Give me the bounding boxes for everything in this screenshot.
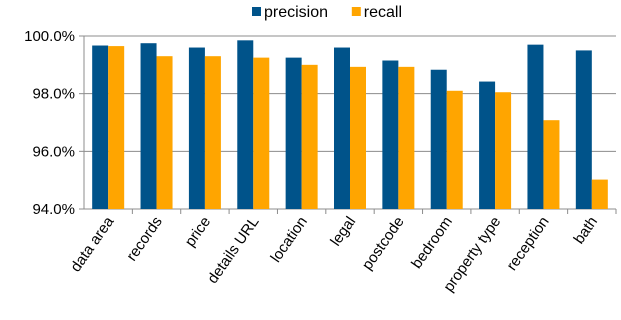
y-tick-label: 100.0% bbox=[24, 28, 75, 45]
legend-swatch-precision bbox=[252, 7, 261, 16]
bar-recall-4 bbox=[301, 64, 318, 209]
y-tick-label: 94.0% bbox=[32, 201, 75, 218]
x-category-label: bedroom bbox=[408, 214, 456, 272]
bar-precision-3 bbox=[237, 40, 254, 210]
x-category-label: location bbox=[267, 214, 311, 266]
bar-precision-0 bbox=[92, 45, 109, 209]
bar-precision-2 bbox=[188, 47, 205, 210]
bar-precision-6 bbox=[382, 60, 399, 210]
bar-precision-10 bbox=[575, 50, 592, 209]
bar-recall-6 bbox=[398, 66, 415, 209]
legend-swatch-recall bbox=[351, 7, 361, 16]
x-category-label: legal bbox=[327, 214, 359, 250]
bar-recall-5 bbox=[350, 66, 366, 209]
y-tick-label: 96.0% bbox=[32, 143, 75, 160]
bar-recall-10 bbox=[591, 179, 608, 209]
bar-precision-8 bbox=[479, 81, 496, 209]
x-category-label: postcode bbox=[359, 214, 408, 274]
bar-precision-5 bbox=[334, 47, 350, 210]
legend-label-precision: precision bbox=[264, 4, 328, 21]
bar-precision-7 bbox=[430, 69, 447, 209]
bar-recall-8 bbox=[495, 92, 512, 209]
x-category-label: reception bbox=[503, 214, 552, 274]
bar-precision-1 bbox=[140, 43, 157, 210]
legend-label-recall: recall bbox=[364, 4, 402, 21]
x-category-label: price bbox=[182, 214, 215, 250]
bar-recall-3 bbox=[253, 57, 270, 209]
x-category-label: data area bbox=[67, 213, 118, 275]
bar-recall-1 bbox=[156, 56, 173, 209]
bar-recall-2 bbox=[204, 56, 221, 209]
bar-recall-9 bbox=[543, 120, 560, 209]
y-tick-label: 98.0% bbox=[32, 86, 75, 103]
x-category-label: bath bbox=[570, 214, 601, 248]
bar-precision-9 bbox=[527, 44, 544, 210]
bar-precision-4 bbox=[285, 57, 302, 209]
bar-recall-0 bbox=[108, 46, 125, 209]
x-category-label: records bbox=[123, 214, 166, 265]
bar-recall-7 bbox=[446, 90, 463, 209]
